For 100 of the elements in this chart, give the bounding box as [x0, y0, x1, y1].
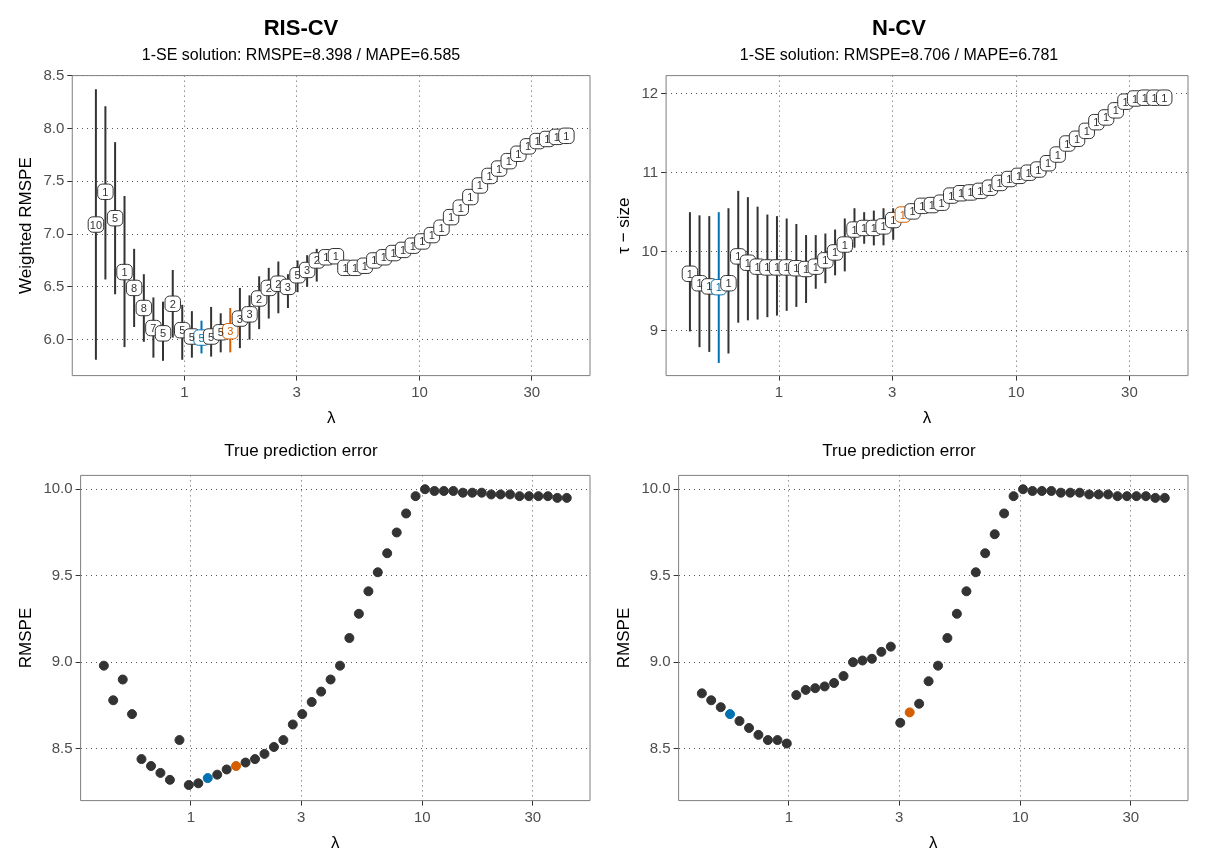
annotation: 1: [919, 199, 926, 212]
point: [696, 688, 707, 699]
annotation: 1: [371, 254, 378, 267]
x-tick-label: 1: [774, 382, 784, 400]
point: [353, 608, 364, 619]
annotation: 1: [1035, 163, 1042, 176]
x-tick-label: 1: [180, 382, 189, 400]
point: [335, 660, 346, 671]
point: [970, 567, 981, 578]
y-tick-label: 8.5: [43, 65, 65, 83]
point: [734, 716, 745, 727]
point: [231, 761, 242, 771]
annotation: 1: [1073, 132, 1081, 145]
point: [1065, 487, 1076, 498]
y-tick-label: 8.0: [43, 118, 65, 136]
point: [316, 686, 327, 697]
annotation: 1: [725, 277, 732, 290]
y-tick-label: 10: [641, 241, 659, 259]
annotation: 3: [227, 325, 234, 338]
y-tick-label: 6.5: [43, 277, 65, 295]
y-tick-label: 9.0: [51, 652, 73, 670]
chart-subtitle: 1-SE solution: RMSPE=8.398 / MAPE=6.585: [141, 46, 461, 64]
annotation: 1: [773, 261, 781, 274]
point: [706, 695, 717, 706]
point: [268, 741, 279, 752]
annotation: 5: [112, 212, 119, 225]
point: [989, 529, 1000, 540]
x-tick-label: 1: [186, 807, 196, 825]
point: [287, 719, 298, 730]
point: [420, 484, 431, 495]
point: [942, 633, 953, 643]
point: [857, 655, 868, 666]
annotation: 5: [294, 269, 301, 282]
point: [221, 764, 232, 775]
point: [762, 735, 773, 746]
point: [467, 487, 478, 498]
point: [164, 774, 175, 785]
point: [800, 684, 811, 695]
annotation: 1: [428, 229, 435, 242]
y-tick-label: 8.5: [51, 738, 73, 756]
point: [961, 586, 972, 597]
annotation: 1: [822, 254, 829, 267]
chart-title: True prediction error: [822, 440, 977, 460]
point: [155, 767, 166, 778]
annotation: 1: [977, 184, 984, 197]
annotation: 1: [851, 223, 858, 236]
point: [914, 698, 925, 709]
annotation: 1: [890, 214, 897, 227]
point: [951, 608, 962, 619]
chart-title: N-CV: [872, 15, 927, 41]
annotation: 1: [121, 266, 128, 279]
point: [923, 676, 934, 687]
annotation: 1: [409, 239, 416, 252]
point: [866, 653, 877, 664]
point: [382, 548, 393, 559]
point: [1121, 491, 1132, 502]
annotation: 8: [131, 281, 138, 294]
annotation: 1: [1044, 157, 1052, 170]
point: [363, 586, 374, 597]
annotation: 1: [419, 235, 426, 248]
annotation: 1: [457, 201, 464, 214]
point: [1103, 489, 1114, 500]
point: [486, 489, 497, 500]
y-tick-label: 9.5: [649, 565, 671, 583]
point: [410, 491, 421, 502]
annotation: 1: [1161, 91, 1168, 104]
annotation: 1: [332, 250, 339, 263]
x-tick-label: 30: [523, 382, 541, 400]
annotation: 1: [102, 185, 109, 198]
point: [1027, 485, 1038, 496]
point: [980, 548, 991, 559]
annotation: 1: [899, 208, 906, 221]
point: [1046, 485, 1057, 496]
annotation: 1: [467, 191, 474, 204]
chart-title: True prediction error: [224, 440, 379, 460]
annotation: 3: [304, 264, 311, 276]
annotation: 1: [524, 140, 532, 153]
point: [895, 717, 906, 728]
point: [1159, 492, 1170, 503]
annotation: 1: [928, 199, 935, 212]
point: [999, 508, 1010, 519]
y-tick-label: 7.0: [43, 224, 65, 242]
x-axis-title: λ: [929, 833, 939, 853]
point: [885, 641, 896, 652]
point: [495, 489, 506, 500]
y-tick-label: 9.0: [649, 652, 671, 670]
point: [772, 735, 783, 746]
annotation: 1: [938, 196, 945, 209]
annotation: 1: [505, 155, 512, 168]
point: [725, 709, 736, 720]
annotation: 1: [832, 246, 839, 259]
annotation: 8: [140, 302, 147, 315]
point: [715, 702, 726, 713]
annotation: 1: [1122, 95, 1129, 108]
annotation: 1: [390, 247, 397, 260]
annotation: 1: [448, 211, 455, 224]
point: [372, 567, 383, 578]
annotation: 1: [783, 261, 790, 274]
annotation: 1: [361, 259, 368, 272]
annotation: 1: [996, 177, 1003, 189]
